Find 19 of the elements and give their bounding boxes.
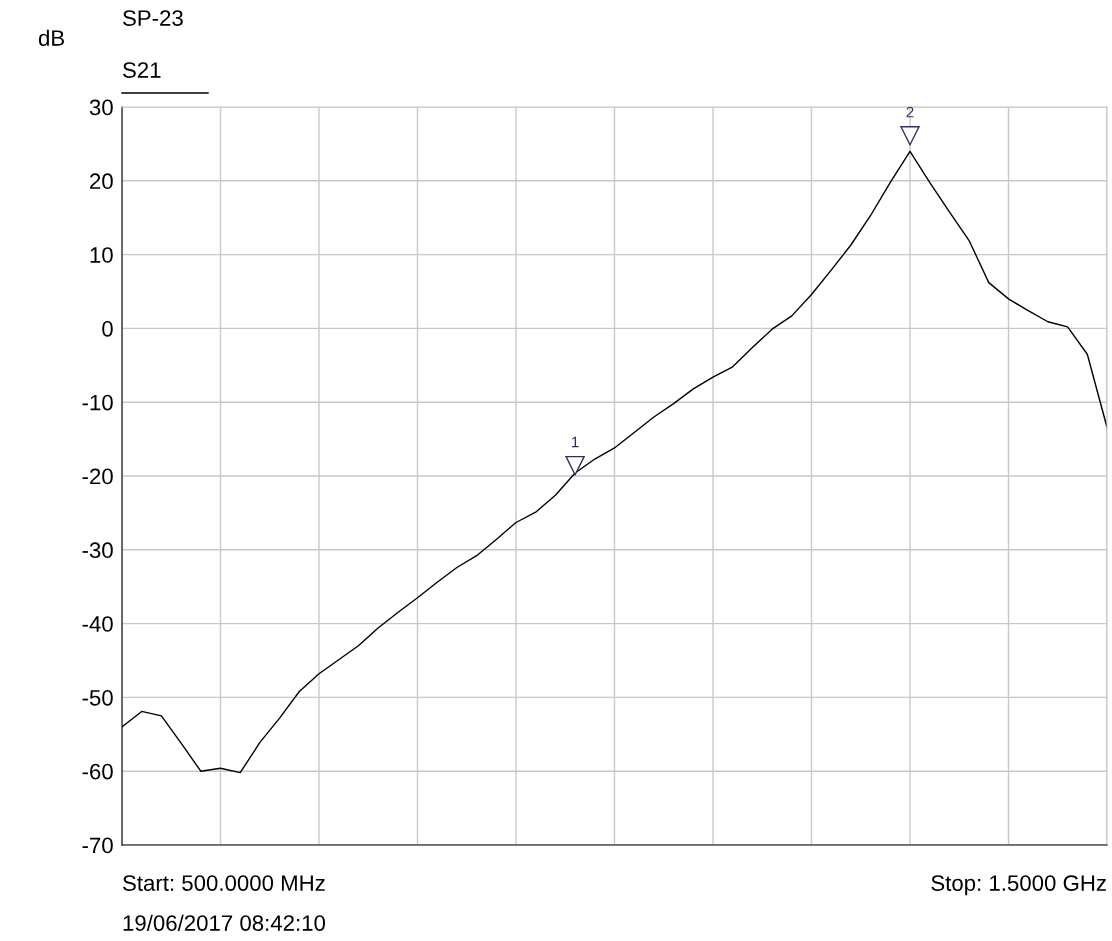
text: Stop: 1.5000 GHz [931,875,1106,896]
y-axis-title: dB [38,29,65,46]
chart-subtitle: S21 [123,62,161,78]
y-tick-label: -50 [82,689,113,706]
chart-title: SP-23 [123,10,183,26]
y-tick-label: -70 [82,837,113,854]
text: 19/06/2017 08:42:10 [123,914,326,931]
series-label: 2 [906,106,914,118]
y-tick-label: -10 [82,394,113,411]
y-tick-label: -60 [82,763,113,780]
y-tick-label: 20 [90,173,113,190]
y-tick-label: -30 [82,542,113,559]
y-tick-label: -40 [82,616,113,632]
y-tick-label: 0 [102,320,113,337]
y-tick-label: 30 [89,99,113,116]
y-tick-label: 10 [90,247,113,263]
text: Start: 500.0000 MHz [123,875,325,891]
y-tick-label: -20 [82,468,113,485]
series-label: 1 [572,436,579,448]
